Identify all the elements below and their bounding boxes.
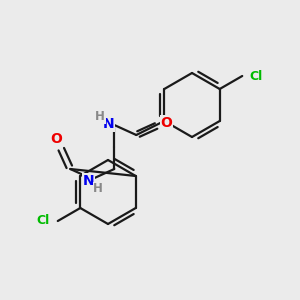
Text: H: H [95, 110, 105, 124]
Text: O: O [160, 116, 172, 130]
Text: O: O [50, 132, 62, 146]
Text: Cl: Cl [37, 214, 50, 227]
Text: Cl: Cl [249, 70, 262, 83]
Text: H: H [93, 182, 103, 196]
Text: N: N [82, 174, 94, 188]
Text: N: N [103, 117, 114, 131]
